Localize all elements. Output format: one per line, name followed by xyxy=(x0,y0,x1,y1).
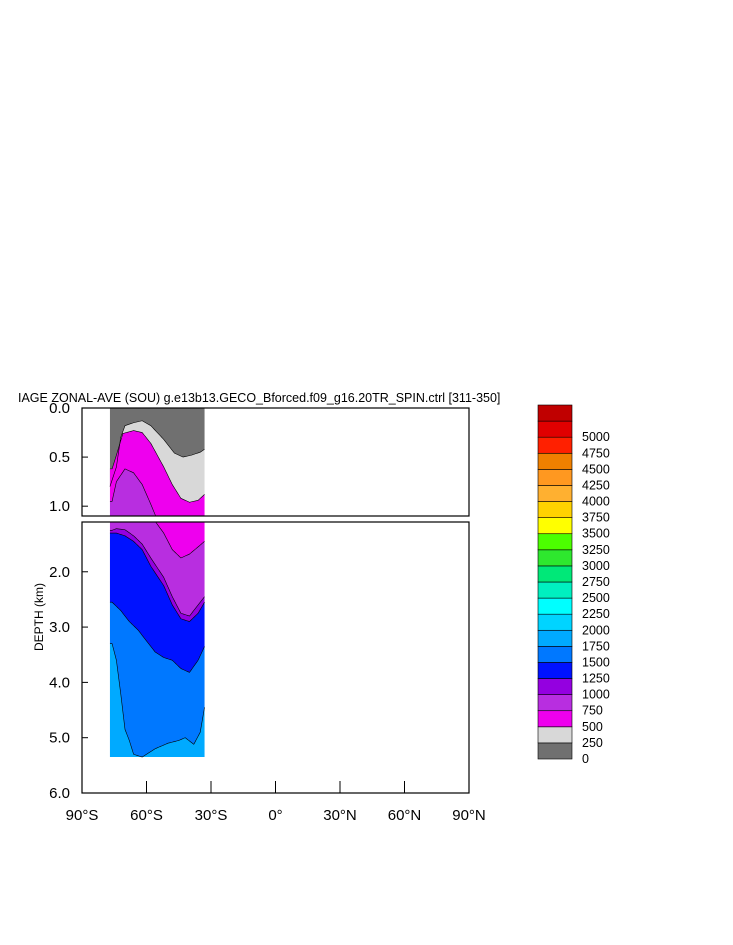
lower-contour-750 xyxy=(109,528,205,617)
colorbar-label: 5000 xyxy=(582,430,610,444)
lower-panel xyxy=(109,522,205,758)
colorbar-swatch xyxy=(537,549,573,567)
upper-band-7 xyxy=(110,732,205,933)
colorbar-swatch xyxy=(537,565,573,583)
y-lower-tick-label: 6.0 xyxy=(49,785,70,802)
y-axis-label: DEPTH (km) xyxy=(32,583,46,651)
upper-band-3 xyxy=(109,468,156,516)
y-lower-tick-label: 3.0 xyxy=(49,619,70,636)
colorbar-label: 2250 xyxy=(582,607,610,621)
colorbar-label: 4000 xyxy=(582,495,610,509)
colorbar-label: 3000 xyxy=(582,559,610,573)
upper-contour-250 xyxy=(109,430,205,503)
upper-contour-1500 xyxy=(110,732,205,933)
lower-band-4 xyxy=(109,528,205,622)
lower-contour-1000 xyxy=(109,532,205,622)
lower-band-3 xyxy=(109,522,205,617)
colorbar: 0 250 500 750 1000 1250 1500 1750 2000 2250 2500 27… xyxy=(537,404,610,766)
colorbar-swatch xyxy=(537,613,573,631)
y-axis-upper: 0.0 0.5 1.0 xyxy=(49,400,88,515)
colorbar-swatch xyxy=(537,694,573,712)
x-tick-label: 0° xyxy=(268,807,282,824)
upper-contour-500 xyxy=(109,468,156,516)
lower-contour-1250 xyxy=(109,601,205,673)
colorbar-swatch xyxy=(537,678,573,695)
colorbar-swatch xyxy=(537,646,573,663)
colorbar-label: 0 xyxy=(582,752,589,766)
lower-band-2 xyxy=(155,522,205,558)
colorbar-swatch xyxy=(537,404,573,422)
colorbar-label: 3250 xyxy=(582,543,610,557)
colorbar-swatch xyxy=(537,581,573,599)
upper-panel xyxy=(109,408,205,933)
colorbar-swatch xyxy=(537,501,573,518)
x-tick-label: 30°N xyxy=(323,807,357,824)
colorbar-label: 750 xyxy=(582,704,603,718)
upper-contour-0 xyxy=(109,420,205,487)
lower-contour-1500 xyxy=(109,643,205,758)
colorbar-swatch xyxy=(537,533,573,551)
x-tick-label: 90°S xyxy=(66,807,99,824)
x-tick-label: 30°S xyxy=(195,807,228,824)
y-lower-tick-label: 2.0 xyxy=(49,564,70,581)
lower-band-6 xyxy=(109,602,205,758)
colorbar-swatch xyxy=(537,662,573,679)
colorbar-label: 3500 xyxy=(582,527,610,541)
colorbar-swatch xyxy=(537,452,573,470)
colorbar-label: 4500 xyxy=(582,462,610,476)
colorbar-label: 4750 xyxy=(582,446,610,460)
colorbar-swatch xyxy=(537,742,573,760)
colorbar-label: 2750 xyxy=(582,575,610,589)
colorbar-swatch xyxy=(537,517,573,535)
lower-band-5 xyxy=(109,533,205,673)
upper-band-2 xyxy=(109,430,205,516)
colorbar-swatch xyxy=(537,629,573,647)
colorbar-swatch xyxy=(537,420,573,438)
chart-title: IAGE ZONAL-AVE (SOU) g.e13b13.GECO_Bforc… xyxy=(18,391,500,405)
y-axis-lower: 2.0 3.0 4.0 5.0 6.0 xyxy=(49,564,88,802)
colorbar-swatch xyxy=(537,469,573,486)
colorbar-label: 2000 xyxy=(582,623,610,637)
lower-contour-500 xyxy=(155,522,205,559)
y-upper-tick-label: 0.5 xyxy=(49,449,70,466)
colorbar-label: 1000 xyxy=(582,688,610,702)
y-upper-tick-label: 1.0 xyxy=(49,498,70,515)
colorbar-label: 1250 xyxy=(582,672,610,686)
x-tick-label: 60°S xyxy=(130,807,163,824)
colorbar-swatch xyxy=(537,726,573,744)
y-lower-tick-label: 4.0 xyxy=(49,674,70,691)
x-axis: 90°S 60°S 30°S 0° 30°N 60°N 90°N xyxy=(66,781,486,824)
upper-band-0 xyxy=(109,408,205,487)
upper-panel-frame xyxy=(81,407,470,517)
colorbar-label: 4250 xyxy=(582,478,610,492)
colorbar-label: 250 xyxy=(582,736,603,750)
y-lower-tick-label: 5.0 xyxy=(49,730,70,747)
x-tick-label: 60°N xyxy=(388,807,422,824)
x-tick-label: 90°N xyxy=(452,807,486,824)
y-upper-tick-label: 0.0 xyxy=(49,400,70,417)
colorbar-label: 2500 xyxy=(582,591,610,605)
lower-band-7 xyxy=(109,643,205,758)
colorbar-swatch xyxy=(537,436,573,454)
colorbar-label: 500 xyxy=(582,720,603,734)
upper-band-1 xyxy=(109,420,205,503)
colorbar-label: 3750 xyxy=(582,511,610,525)
colorbar-swatch xyxy=(537,485,573,502)
colorbar-label: 1750 xyxy=(582,639,610,653)
colorbar-label: 1500 xyxy=(582,655,610,669)
colorbar-swatch xyxy=(537,597,573,615)
colorbar-swatch xyxy=(537,710,573,728)
